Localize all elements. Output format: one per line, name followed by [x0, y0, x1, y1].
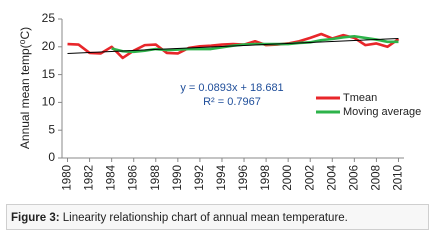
y-axis-label: Annual mean temp(⁰C)	[18, 27, 32, 149]
x-tick-label: 1982	[84, 165, 96, 191]
legend-label: Tmean	[343, 92, 377, 104]
x-tick-label: 1984	[106, 164, 118, 190]
x-tick-label: 1996	[238, 165, 250, 191]
y-tick-label: 20	[42, 39, 56, 53]
x-tick-label: 1990	[172, 165, 184, 191]
series-line	[67, 32, 400, 60]
caption: Figure 3: Linearity relationship chart o…	[6, 204, 429, 230]
x-tick-label: 2010	[393, 165, 405, 191]
x-tick-label: 1994	[216, 164, 228, 190]
x-tick-label: 1986	[128, 165, 140, 191]
r-squared: R² = 0.7967	[203, 96, 261, 108]
caption-text: Linearity relationship chart of annual m…	[62, 212, 348, 224]
equation: y = 0.0893x + 18.681	[180, 82, 283, 94]
x-tick-label: 1992	[194, 165, 206, 191]
chart: Annual mean temp(⁰C) y = 0.0893x + 18.68…	[18, 11, 421, 191]
x-tick-label: 2004	[326, 164, 338, 190]
legend-label: Moving average	[343, 106, 421, 118]
x-tick-label: 2002	[304, 165, 316, 191]
y-tick-label: 0	[48, 150, 55, 164]
x-tick-label: 2008	[370, 165, 382, 191]
y-tick-label: 25	[42, 11, 56, 25]
y-tick-label: 5	[48, 122, 55, 136]
y-tick-label: 10	[42, 95, 56, 109]
y-tick-label: 15	[42, 67, 56, 81]
x-tick-label: 1988	[150, 165, 162, 191]
x-tick-label: 1998	[260, 165, 272, 191]
x-tick-label: 1980	[62, 165, 74, 191]
trendline	[67, 37, 399, 54]
x-tick-label: 2000	[282, 165, 294, 191]
x-tick-label: 2006	[348, 165, 360, 191]
caption-label: Figure 3:	[11, 212, 60, 224]
